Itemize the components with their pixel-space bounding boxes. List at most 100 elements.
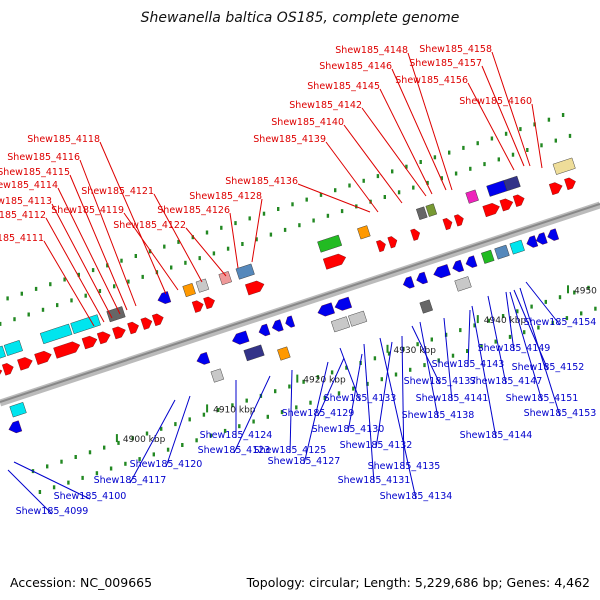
track-tick-mark bbox=[283, 227, 287, 232]
gene-feature bbox=[317, 302, 335, 317]
track-tick-mark bbox=[220, 225, 223, 230]
gene-feature bbox=[403, 276, 415, 289]
map-title: Shewanella baltica OS185, complete genom… bbox=[140, 10, 460, 26]
gene-arrow bbox=[433, 264, 451, 279]
gene-feature bbox=[512, 194, 525, 207]
label-leader-line bbox=[185, 227, 227, 277]
gene-label: Shew185_4136 bbox=[225, 176, 298, 187]
track-tick-mark bbox=[345, 365, 348, 370]
gene-box bbox=[317, 234, 343, 253]
track-tick-mark bbox=[391, 169, 394, 174]
track-tick-mark bbox=[91, 268, 95, 273]
gene-feature bbox=[285, 315, 296, 328]
gene-arrow bbox=[81, 335, 98, 350]
label-leader-line bbox=[153, 193, 203, 283]
track-tick-mark bbox=[74, 455, 77, 459]
gene-feature bbox=[376, 240, 386, 253]
gene-feature bbox=[9, 402, 27, 418]
gene-feature bbox=[70, 314, 101, 335]
track-tick-mark bbox=[309, 400, 312, 405]
gene-label: Shew185_4129 bbox=[282, 408, 355, 419]
track-tick-mark bbox=[302, 379, 305, 384]
gene-feature bbox=[334, 296, 353, 311]
track-tick-mark bbox=[316, 375, 320, 380]
gene-feature bbox=[151, 313, 164, 327]
track-tick-mark bbox=[209, 433, 212, 438]
gene-feature bbox=[499, 198, 514, 212]
gene-feature bbox=[416, 271, 428, 285]
gene-feature bbox=[3, 340, 23, 356]
track-tick-mark bbox=[188, 417, 191, 422]
gene-feature bbox=[39, 323, 73, 345]
track-tick-mark bbox=[504, 131, 508, 136]
gene-box bbox=[503, 175, 521, 192]
label-leader-line bbox=[375, 341, 393, 449]
gene-feature bbox=[8, 420, 23, 434]
gene-arrow bbox=[322, 253, 346, 270]
track-tick-mark bbox=[217, 408, 220, 412]
track-tick-mark bbox=[409, 367, 412, 372]
gene-feature bbox=[53, 341, 81, 359]
gene-feature bbox=[536, 232, 548, 245]
track-tick-mark bbox=[52, 485, 56, 490]
track-tick-mark bbox=[334, 188, 337, 193]
track-tick-mark bbox=[60, 459, 63, 464]
gene-label: Shew185_4139 bbox=[253, 134, 326, 145]
gene-label: Shew185_4138 bbox=[402, 410, 475, 421]
track-tick-mark bbox=[494, 339, 497, 344]
gene-arrow bbox=[191, 300, 204, 313]
track-tick-mark bbox=[181, 443, 184, 447]
label-leader-line bbox=[129, 399, 176, 484]
gene-box bbox=[218, 271, 232, 286]
track-tick-mark bbox=[248, 216, 251, 221]
gene-box bbox=[416, 206, 428, 220]
track-tick-mark bbox=[568, 133, 572, 138]
gene-arrow bbox=[512, 194, 525, 207]
track-tick-mark bbox=[387, 351, 391, 356]
track-tick-mark bbox=[88, 450, 92, 455]
track-tick-mark bbox=[376, 174, 380, 179]
track-tick-mark bbox=[433, 155, 437, 160]
label-leader-line bbox=[343, 124, 403, 204]
track-tick-mark bbox=[373, 356, 377, 361]
gene-label: Shew185_4121 bbox=[81, 186, 154, 197]
track-tick-mark bbox=[223, 428, 227, 433]
track-tick-mark bbox=[397, 190, 401, 195]
gene-box bbox=[481, 249, 495, 264]
gene-arrow bbox=[526, 235, 539, 248]
gene-label: Shew185_4151 bbox=[506, 393, 579, 404]
label-leader-line bbox=[361, 107, 427, 197]
track-tick-mark bbox=[551, 320, 554, 325]
gene-feature bbox=[196, 352, 211, 365]
gene-arrow bbox=[34, 350, 52, 365]
track-tick-mark bbox=[516, 309, 519, 314]
gene-arrow bbox=[453, 214, 464, 227]
gene-label: Shew185_4127 bbox=[268, 456, 341, 467]
gene-box bbox=[0, 345, 6, 363]
gene-feature bbox=[232, 330, 250, 345]
label-leader-line bbox=[379, 337, 417, 500]
gene-arrow bbox=[196, 352, 211, 365]
track-tick-mark bbox=[533, 122, 536, 127]
label-leader-line bbox=[391, 68, 447, 191]
gene-label: Shew185_4124 bbox=[200, 430, 273, 441]
track-tick-mark bbox=[540, 143, 543, 148]
track-tick-mark bbox=[362, 178, 365, 183]
gene-box bbox=[9, 402, 27, 418]
gene-box bbox=[106, 306, 126, 323]
gene-feature bbox=[140, 317, 153, 330]
gene-feature bbox=[272, 319, 284, 332]
gene-arrow bbox=[499, 198, 514, 212]
gene-label: Shew185_4143 bbox=[432, 359, 505, 370]
gene-box bbox=[552, 157, 576, 175]
label-leader-line bbox=[467, 309, 471, 368]
gene-feature bbox=[203, 296, 215, 310]
track-tick-mark bbox=[70, 298, 73, 303]
gene-feature bbox=[509, 239, 525, 255]
track-tick-mark bbox=[469, 166, 472, 171]
gene-feature bbox=[494, 244, 510, 260]
gene-feature bbox=[552, 157, 576, 175]
track-tick-mark bbox=[6, 296, 9, 301]
gene-label: Shew185_4120 bbox=[130, 459, 203, 470]
